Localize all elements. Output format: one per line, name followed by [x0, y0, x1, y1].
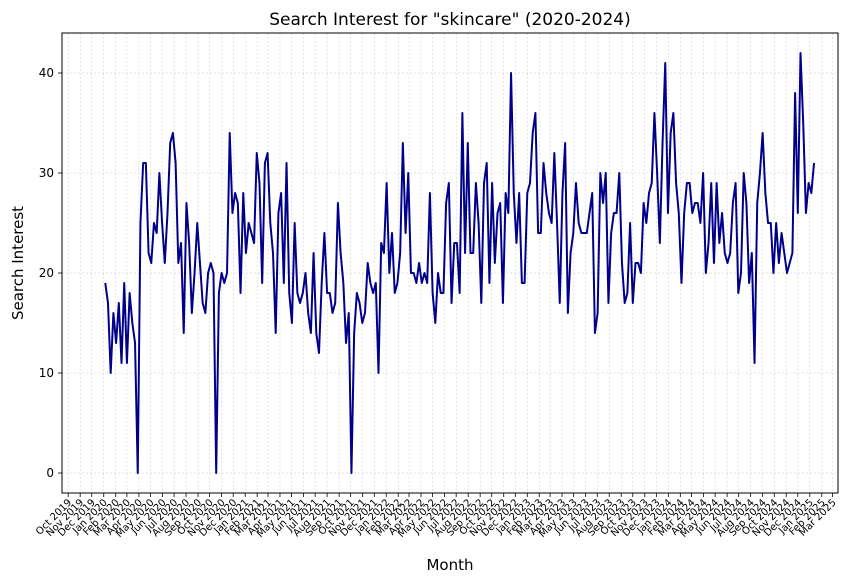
y-tick-label: 40 [39, 66, 54, 80]
y-axis-label: Search Interest [9, 206, 27, 320]
y-tick-label: 10 [39, 366, 54, 380]
y-tick-label: 20 [39, 266, 54, 280]
series-layer [104, 52, 816, 474]
y-axis: 0 10 20 30 40 [39, 66, 62, 480]
y-tick-label: 0 [46, 466, 54, 480]
series-line [104, 52, 816, 474]
plot-frame [61, 32, 839, 494]
gridlines [62, 33, 838, 493]
y-tick-label: 30 [39, 166, 54, 180]
chart-title: Search Interest for "skincare" (2020-202… [269, 10, 631, 30]
x-axis-label: Month [426, 556, 473, 574]
